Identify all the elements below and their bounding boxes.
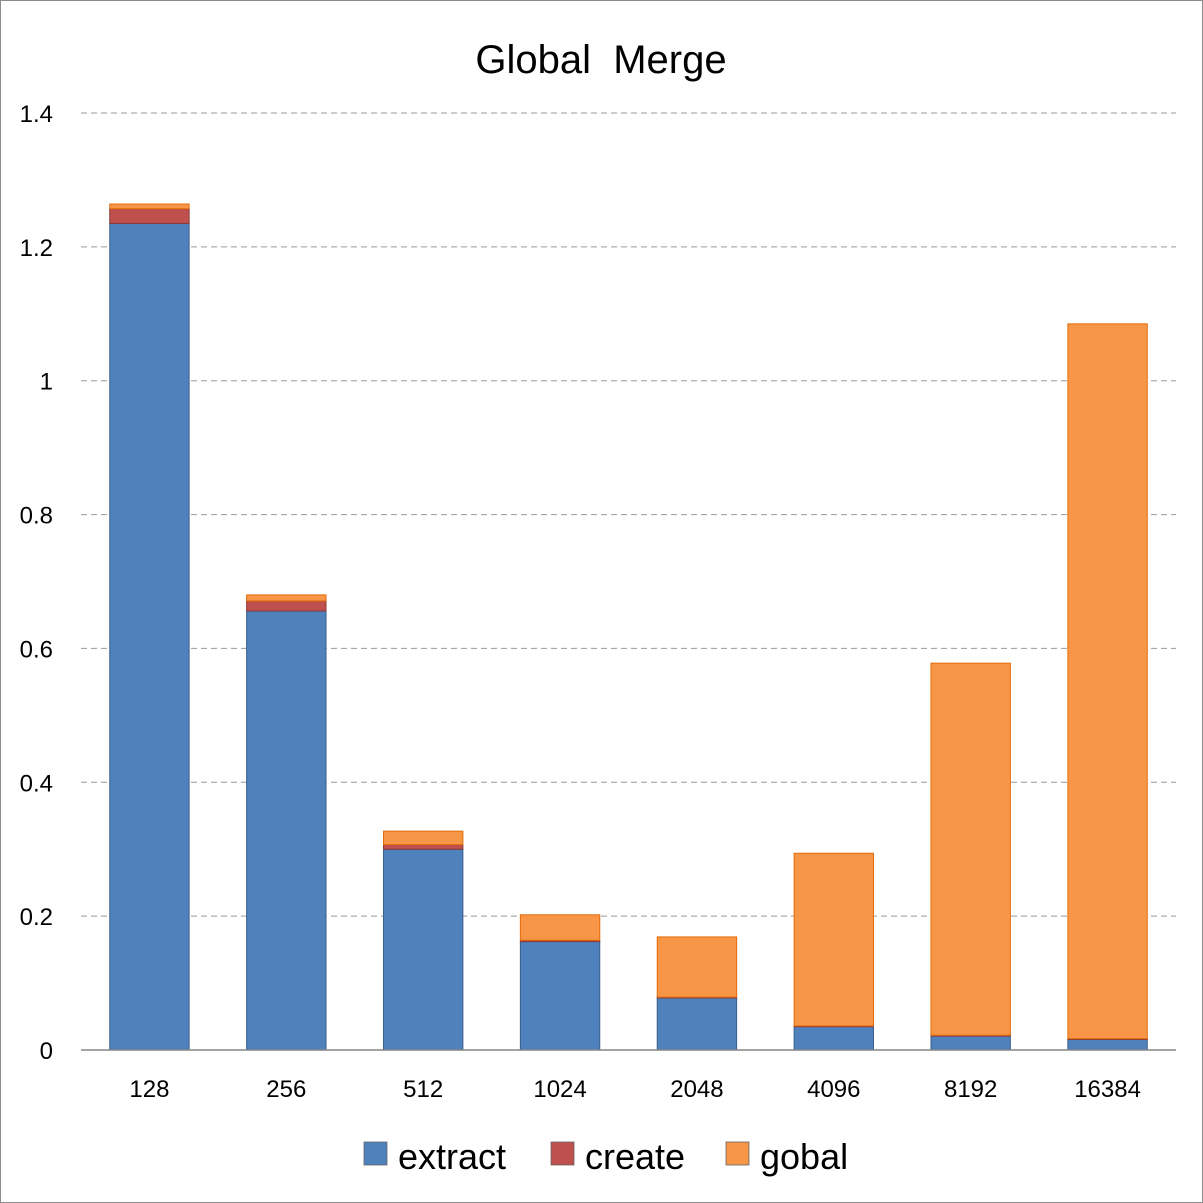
bar-segment-gobal xyxy=(793,852,875,1027)
y-tick-label: 0.8 xyxy=(20,503,53,530)
bar-segment-gobal xyxy=(109,203,190,210)
legend-swatch-extract xyxy=(363,1141,388,1166)
legend: extract create gobal xyxy=(363,1136,848,1177)
legend-label-gobal: gobal xyxy=(760,1136,848,1177)
y-tick-label: 0.2 xyxy=(20,904,53,931)
x-tick-label: 16384 xyxy=(1074,1076,1141,1103)
y-tick-label: 0.4 xyxy=(20,770,53,797)
x-axis: 128 256 512 1024 2048 4096 8192 16384 xyxy=(129,1076,1141,1103)
x-tick-label: 2048 xyxy=(670,1076,723,1103)
bar-segment-extract xyxy=(793,1026,875,1051)
bar-segment-gobal xyxy=(519,914,601,941)
bar-segment-gobal xyxy=(382,830,464,846)
y-tick-label: 1 xyxy=(40,369,53,396)
bar-segment-extract xyxy=(1067,1038,1148,1051)
bar-segment-create xyxy=(246,600,327,612)
x-tick-label: 256 xyxy=(266,1076,306,1103)
x-tick-label: 8192 xyxy=(944,1076,997,1103)
chart-title: Global Merge xyxy=(475,38,726,82)
legend-label-create: create xyxy=(585,1136,685,1177)
bar-segment-extract xyxy=(109,222,190,1051)
bar-segment-gobal xyxy=(246,594,327,602)
x-tick-label: 128 xyxy=(129,1076,169,1103)
x-tick-label: 512 xyxy=(403,1076,443,1103)
bar-segment-extract xyxy=(519,941,601,1051)
bar-segment-gobal xyxy=(656,936,738,998)
bars xyxy=(109,203,1148,1051)
gridlines xyxy=(81,112,1176,917)
legend-swatch-create xyxy=(550,1141,575,1166)
x-tick-label: 4096 xyxy=(807,1076,860,1103)
bar-segment-extract xyxy=(656,997,738,1051)
y-tick-label: 0 xyxy=(40,1038,53,1065)
x-tick-label: 1024 xyxy=(533,1076,586,1103)
bar-segment-create xyxy=(109,208,190,224)
y-axis: 0 0.2 0.4 0.6 0.8 1 1.2 1.4 xyxy=(20,101,53,1065)
legend-swatch-gobal xyxy=(725,1141,750,1166)
bar-segment-extract xyxy=(382,848,464,1051)
bar-segment-create xyxy=(382,844,464,850)
legend-label-extract: extract xyxy=(398,1136,506,1177)
y-tick-label: 1.4 xyxy=(20,101,53,128)
bar-segment-extract xyxy=(930,1035,1011,1051)
y-tick-label: 0.6 xyxy=(20,636,53,663)
y-tick-label: 1.2 xyxy=(20,235,53,262)
bar-segment-gobal xyxy=(930,662,1011,1036)
bar-segment-gobal xyxy=(1067,323,1148,1040)
bar-segment-extract xyxy=(246,610,327,1051)
